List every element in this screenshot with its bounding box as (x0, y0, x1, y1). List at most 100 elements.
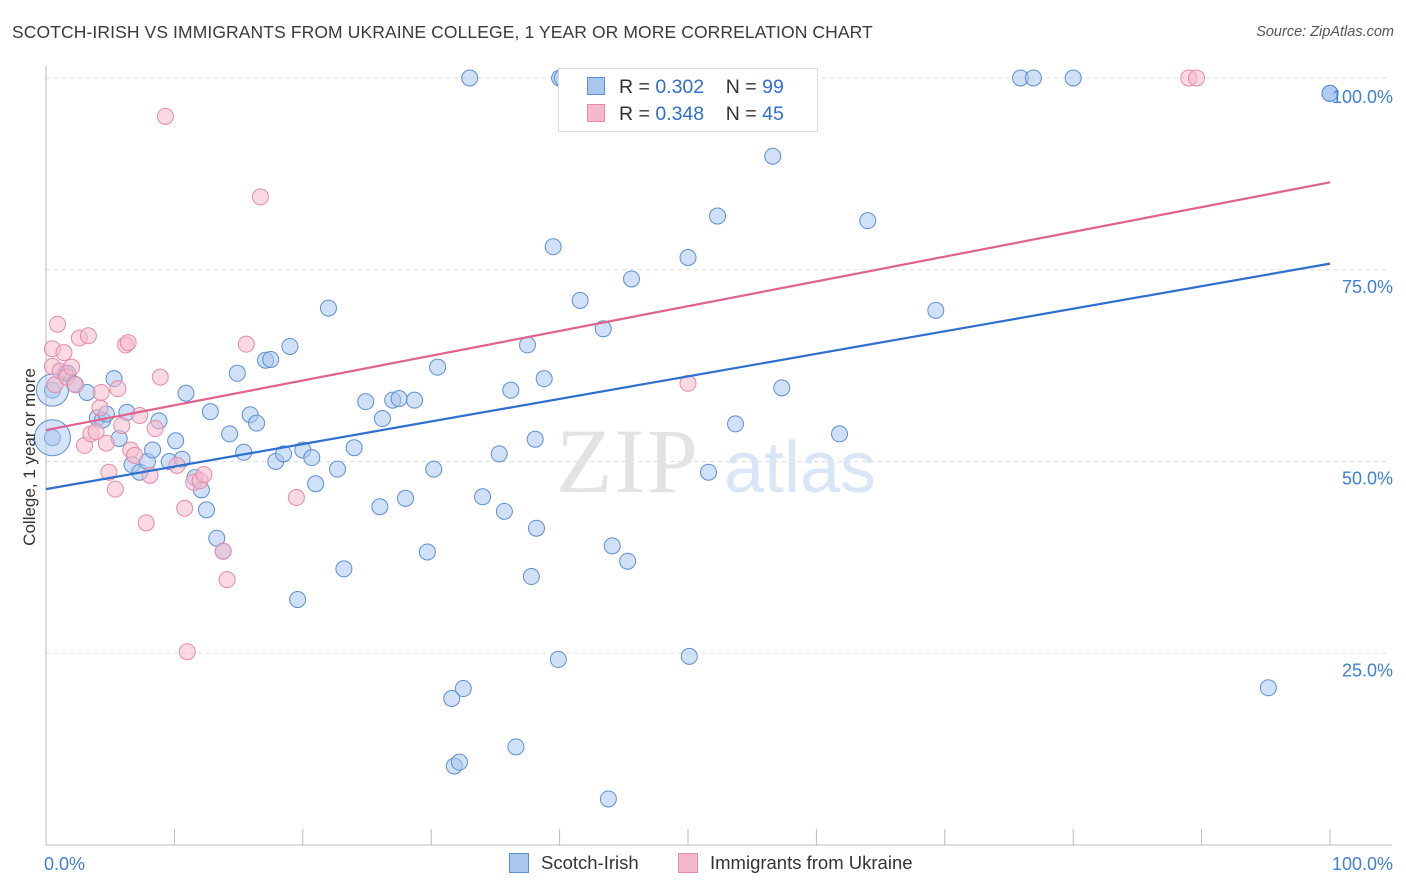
legend-r-value: 0.348 (655, 103, 705, 125)
ukraine-point (119, 334, 137, 352)
ukraine-point (137, 514, 155, 532)
scotch-irish-point (454, 680, 472, 698)
legend-n-value: 99 (762, 76, 784, 98)
scotch-irish-point (390, 390, 408, 408)
scotch-irish-point (599, 790, 617, 808)
scotch-irish-point (927, 301, 945, 319)
scotch-irish-point (248, 414, 266, 432)
ukraine-point (91, 399, 109, 417)
scotch-irish-point (429, 358, 447, 376)
scotch-irish-point (502, 381, 520, 399)
bottom-legend-label: Immigrants from Ukraine (710, 852, 913, 873)
y-tick-label: 100.0% (1332, 87, 1393, 107)
scotch-irish-point (144, 441, 162, 459)
scotch-irish-point (490, 445, 508, 463)
correlation-legend: R = 0.302 N = 99 R = 0.348 N = 45 (558, 68, 818, 132)
ukraine-point (92, 383, 110, 401)
source-credit: Source: ZipAtlas.com (1256, 24, 1394, 40)
ukraine-point (97, 434, 115, 452)
scotch-irish-point (198, 501, 215, 519)
ukraine-point (156, 107, 174, 125)
scotch-irish-point (535, 370, 553, 388)
x-tick-label-min: 0.0% (44, 854, 85, 874)
scotch-irish-point (727, 415, 745, 433)
ukraine-point (237, 335, 255, 353)
scotch-irish-point (859, 212, 877, 230)
ukraine-point (146, 420, 164, 438)
scotch-irish-point (680, 647, 698, 665)
scotch-irish-point (406, 391, 424, 409)
scotch-irish-point (228, 364, 246, 382)
ukraine-point (55, 344, 73, 362)
legend-n-label: N = (725, 103, 763, 125)
scotch-irish-point-large (33, 419, 71, 457)
ukraine-point (178, 643, 196, 661)
scotch-irish-point (262, 350, 280, 368)
scotch-irish-point (549, 650, 567, 668)
y-tick-label: 75.0% (1342, 277, 1393, 297)
ukraine-point (49, 315, 67, 333)
legend-r-label: R = (619, 103, 656, 125)
scotch-irish-point (371, 498, 389, 516)
scotch-irish-point (221, 425, 239, 443)
ukraine-point (1187, 69, 1205, 87)
scotch-irish-point (623, 270, 641, 288)
scotch-irish-trend-line (45, 262, 1331, 491)
scotch-irish-point (303, 449, 321, 467)
watermark-zip: ZIP (556, 410, 700, 512)
scotch-irish-point (335, 560, 353, 578)
bottom-legend-swatch-scotch-irish (509, 853, 529, 873)
ukraine-point (151, 368, 169, 386)
scotch-irish-point (700, 463, 718, 481)
scotch-irish-point (527, 519, 545, 537)
ukraine-point (287, 489, 305, 507)
scotch-irish-point (307, 475, 325, 493)
ukraine-points (43, 69, 1205, 661)
y-axis-label: College, 1 year or more (20, 368, 39, 546)
scotch-irish-point (1321, 84, 1339, 102)
legend-n-value: 45 (762, 103, 784, 125)
scotch-irish-point (425, 460, 443, 478)
scotch-irish-point (594, 320, 612, 338)
scotch-irish-point (495, 502, 513, 520)
ukraine-point (79, 327, 97, 345)
ukraine-point (87, 423, 105, 441)
scotch-irish-point (397, 489, 415, 507)
scotch-irish-point (1259, 679, 1277, 697)
scotch-irish-point (764, 147, 782, 165)
scotch-irish-point (418, 543, 436, 561)
scotch-irish-point (474, 488, 492, 506)
scotch-irish-point (201, 403, 219, 421)
bottom-legend-swatch-ukraine (678, 853, 698, 873)
scotch-irish-point (177, 384, 195, 402)
y-tick-label: 50.0% (1342, 469, 1393, 489)
ukraine-point (109, 380, 127, 398)
scotch-irish-point (544, 238, 562, 256)
scotch-irish-point (450, 753, 468, 771)
ukraine-trend-line (45, 181, 1331, 432)
legend-r-value: 0.302 (655, 76, 705, 98)
ukraine-point (195, 466, 213, 484)
scotch-irish-point (526, 430, 544, 448)
scotch-irish-point (1064, 69, 1082, 87)
ukraine-point (100, 463, 118, 481)
legend-swatch-ukraine (587, 104, 605, 122)
x-tick-label-max: 100.0% (1332, 854, 1393, 874)
scotch-irish-point (373, 410, 391, 428)
scotch-irish-point (357, 393, 375, 411)
scotch-irish-point (603, 537, 621, 555)
scotch-irish-point (507, 738, 525, 756)
ukraine-point (251, 188, 269, 206)
bottom-legend-label: Scotch-Irish (541, 852, 639, 873)
ukraine-point (176, 499, 194, 517)
ukraine-point (63, 358, 81, 376)
y-tick-label: 25.0% (1342, 660, 1393, 680)
scotch-irish-point (831, 425, 849, 443)
scotch-irish-point (289, 591, 307, 609)
scotch-irish-point (345, 439, 363, 457)
scotch-irish-point (275, 445, 293, 463)
grid-lines (46, 77, 1390, 654)
legend-swatch-scotch-irish (587, 77, 605, 95)
legend-r-label: R = (619, 76, 656, 98)
